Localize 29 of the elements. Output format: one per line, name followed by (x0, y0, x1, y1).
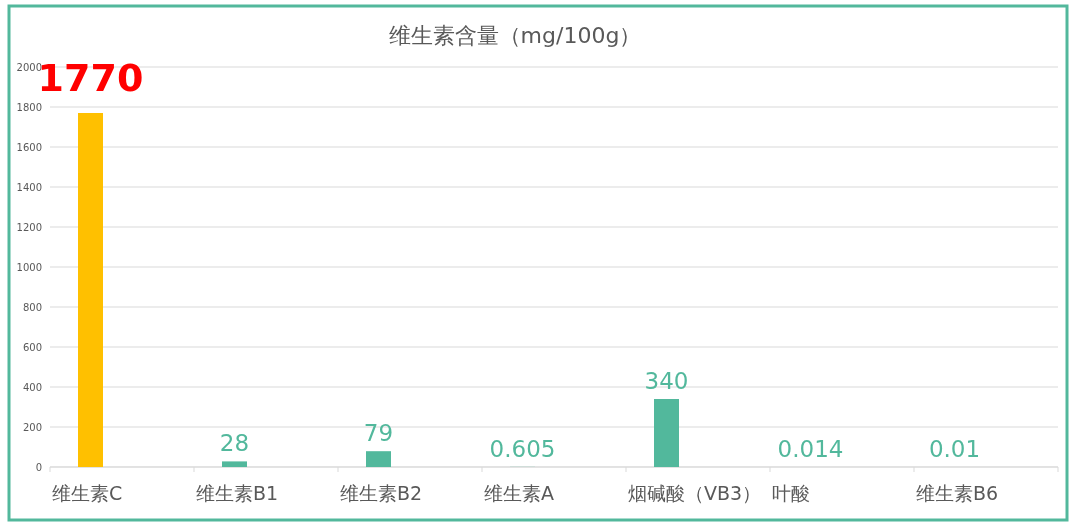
y-tick-label: 400 (22, 382, 42, 393)
data-label: 0.014 (777, 436, 844, 462)
x-tick-label: 维生素A (484, 482, 554, 504)
x-tick-label: 叶酸 (772, 482, 810, 504)
y-tick-label: 1600 (16, 142, 42, 153)
y-tick-label: 2000 (16, 62, 42, 73)
x-tick-label: 维生素B1 (196, 482, 279, 504)
x-tick-label: 维生素B2 (340, 482, 423, 504)
data-label: 340 (644, 368, 689, 394)
y-tick-label: 1800 (16, 102, 42, 113)
data-label: 79 (363, 420, 394, 447)
bar (366, 451, 391, 467)
x-tick-label: 维生素B6 (916, 482, 999, 504)
bar (222, 461, 247, 467)
bar (654, 399, 679, 467)
data-label: 0.605 (489, 435, 556, 462)
y-tick-label: 1200 (16, 222, 42, 233)
y-tick-label: 600 (22, 342, 42, 353)
y-tick-label: 200 (22, 422, 42, 433)
data-label: 0.01 (928, 436, 981, 462)
y-tick-label: 0 (35, 462, 42, 473)
y-tick-label: 1000 (16, 262, 42, 273)
y-tick-label: 800 (22, 302, 42, 313)
data-label: 28 (219, 430, 250, 457)
x-tick-label: 烟碱酸（VB3） (628, 482, 762, 504)
x-tick-label: 维生素C (52, 482, 123, 504)
chart-title: 维生素含量（mg/100g） (388, 23, 642, 48)
y-tick-label: 1400 (16, 182, 42, 193)
bar (78, 113, 103, 467)
